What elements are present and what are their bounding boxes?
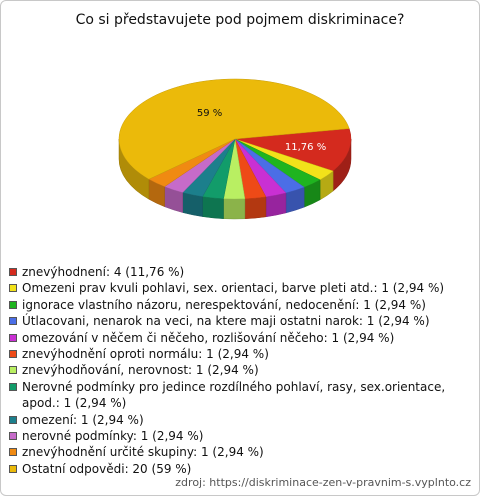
legend-label: nerovné podmínky: 1 (2,94 %) (22, 429, 204, 444)
legend-label: ignorace vlastního názoru, nerespektován… (22, 297, 426, 312)
legend-item: omezení: 1 (2,94 %) (9, 412, 471, 428)
legend-swatch (9, 300, 17, 309)
legend-item: Ostatní odpovědi: 20 (59 %) (9, 461, 471, 477)
legend-label: Ostatní odpovědi: 20 (59 %) (22, 461, 192, 476)
legend-label: znevýhodnení: 4 (11,76 %) (22, 265, 185, 279)
slice-side (223, 198, 246, 220)
legend-label: omezování v něčem či něčeho, rozlišování… (22, 330, 395, 345)
legend: znevýhodnení: 4 (11,76 %) Omezeni prav kv… (9, 264, 471, 477)
legend-label: omezení: 1 (2,94 %) (22, 412, 144, 427)
legend-swatch (9, 415, 17, 424)
legend-item: znevýhodnění určité skupiny: 1 (2,94 %) (9, 444, 471, 460)
legend-item: Nerovné podmínky pro jedince rozdílného … (9, 379, 471, 412)
legend-swatch (9, 382, 17, 391)
source: zdroj: https://diskriminace-zen-v-pravni… (175, 476, 471, 489)
legend-item: Útlacovani, nenarok na veci, na ktere ma… (9, 313, 471, 329)
legend-swatch (9, 317, 17, 326)
legend-item: omezování v něčem či něčeho, rozlišování… (9, 330, 471, 346)
slice-side (202, 196, 224, 219)
legend-swatch (9, 268, 17, 276)
legend-label: Nerovné podmínky pro jedince rozdílného … (22, 379, 446, 411)
legend-item: znevýhodnění oproti normálu: 1 (2,94 %) (9, 346, 471, 362)
data-label: 11,76 % (285, 142, 326, 153)
legend-label: znevýhodnění určité skupiny: 1 (2,94 %) (22, 445, 264, 460)
legend-label: znevýhodňování, nerovnost: 1 (2,94 %) (22, 363, 259, 378)
chart: Co si představujete pod pojmem diskrimin… (76, 12, 405, 220)
legend-swatch (9, 333, 17, 342)
legend-item: nerovné podmínky: 1 (2,94 %) (9, 428, 471, 444)
data-label: 59 % (197, 108, 222, 119)
legend-swatch (9, 464, 17, 473)
slice-side (244, 196, 267, 220)
legend-swatch (9, 448, 17, 457)
legend-item: znevýhodnení: 4 (11,76 %) (9, 264, 471, 280)
legend-item: Omezeni prav kvuli pohlavi, sex. orienta… (9, 280, 471, 296)
legend-label: Útlacovani, nenarok na veci, na ktere ma… (22, 314, 430, 329)
legend-swatch (9, 366, 17, 375)
legend-label: Omezeni prav kvuli pohlavi, sex. orienta… (22, 281, 445, 296)
legend-item: znevýhodňování, nerovnost: 1 (2,94 %) (9, 362, 471, 378)
legend-item: ignorace vlastního názoru, nerespektován… (9, 297, 471, 313)
slice (234, 128, 352, 172)
legend-swatch (9, 432, 17, 441)
legend-swatch (9, 350, 17, 359)
slice (118, 78, 350, 180)
legend-swatch (9, 284, 17, 293)
legend-label: znevýhodnění oproti normálu: 1 (2,94 %) (22, 347, 269, 362)
chart-title: Co si představujete pod pojmem diskrimin… (76, 12, 405, 28)
